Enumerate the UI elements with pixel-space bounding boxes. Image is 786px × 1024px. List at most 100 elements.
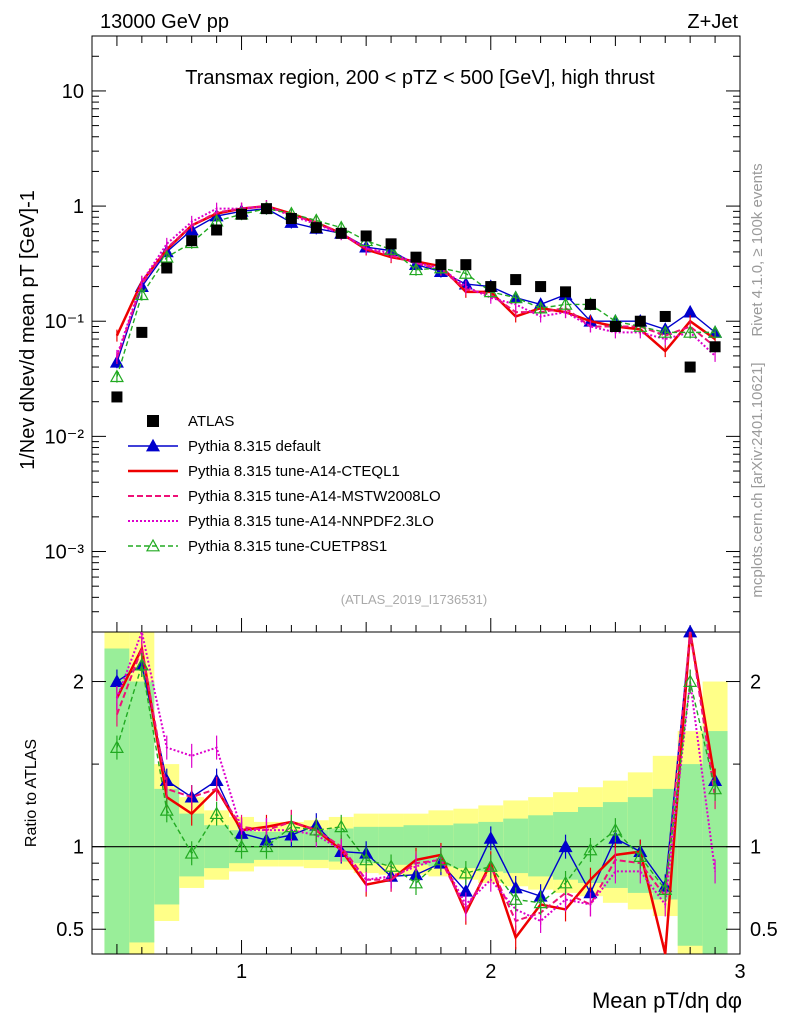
ratio-marker <box>234 839 249 853</box>
ratio-marker <box>209 806 224 820</box>
series-line <box>115 205 716 357</box>
series-marker <box>109 369 124 383</box>
data-marker-atlas <box>634 315 646 327</box>
y-tick-label: 10 <box>62 81 84 103</box>
x-tick-label: 3 <box>734 961 745 983</box>
x-axis-label: Mean pT/dη dφ <box>592 988 742 1013</box>
y-tick-label: 10⁻³ <box>45 542 85 564</box>
series-marker <box>658 325 673 338</box>
data-marker-atlas <box>435 259 447 271</box>
ratio-marker <box>259 839 274 853</box>
legend: ATLAS Pythia 8.315 default Pythia 8.315 tu… <box>128 413 441 555</box>
ratio-marker <box>533 895 548 909</box>
data-marker-atlas <box>335 227 347 239</box>
ratio-marker <box>284 819 299 833</box>
legend-marker <box>145 438 161 452</box>
series-marker <box>159 249 174 263</box>
series-marker <box>558 297 573 310</box>
main-series-layer <box>109 200 723 403</box>
series-marker <box>683 325 698 338</box>
ratio-tick-label-left: 0.5 <box>56 919 84 941</box>
chart-title: Transmax region, 200 < pTZ < 500 [GeV], … <box>185 67 655 89</box>
data-marker-atlas <box>285 213 297 225</box>
ratio-marker <box>184 846 199 859</box>
ratio-series-layer <box>109 624 723 955</box>
ratio-marker <box>458 865 473 879</box>
series-line <box>116 207 716 363</box>
data-marker-atlas <box>410 251 422 263</box>
data-marker-atlas <box>584 298 596 310</box>
data-marker-atlas <box>360 230 372 242</box>
uncertainty-band-green <box>503 818 529 874</box>
ratio-marker <box>658 882 673 896</box>
ratio-marker <box>159 803 174 816</box>
ratio-marker <box>109 740 124 753</box>
series-line <box>116 207 716 377</box>
data-marker-atlas <box>535 281 547 293</box>
ratio-marker <box>608 822 623 836</box>
uncertainty-band-green <box>129 681 155 943</box>
ratio-marker <box>134 657 149 671</box>
ratio-axis-ticks: 0.5 0.5 1 1 2 2 1 2 3 <box>56 672 778 983</box>
data-marker-atlas <box>186 235 198 247</box>
legend-label: Pythia 8.315 tune-A14-NNPDF2.3LO <box>188 513 434 530</box>
data-marker-atlas <box>684 361 696 373</box>
header-left: 13000 GeV pp <box>100 11 229 33</box>
legend-label: Pythia 8.315 default <box>188 438 321 455</box>
series-marker <box>134 287 149 301</box>
series-marker <box>408 262 424 276</box>
ratio-marker <box>483 831 498 844</box>
reference-label: (ATLAS_2019_I1736531) <box>341 592 487 607</box>
x-tick-label: 2 <box>485 961 496 983</box>
legend-label: Pythia 8.315 tune-CUETP8S1 <box>188 538 387 555</box>
series-line <box>115 205 716 359</box>
ratio-tick-label-right: 1 <box>750 837 761 859</box>
data-marker-atlas <box>709 341 721 353</box>
data-marker-atlas <box>260 203 272 215</box>
series-marker <box>533 300 548 314</box>
data-marker-atlas <box>111 391 123 403</box>
ratio-marker <box>708 781 723 795</box>
legend-label: Pythia 8.315 tune-A14-CTEQL1 <box>188 463 400 480</box>
y-axis-label: 1/Nev dNev/d mean pT [GeV]-1 <box>17 190 39 470</box>
data-marker-atlas <box>659 310 671 322</box>
data-marker-atlas <box>385 238 397 250</box>
series-marker <box>458 266 473 279</box>
ratio-marker <box>583 842 598 856</box>
y-tick-label: 10⁻¹ <box>45 311 85 333</box>
ratio-marker <box>359 852 374 866</box>
data-marker-atlas <box>310 222 322 234</box>
ratio-marker <box>408 875 424 889</box>
legend-label: ATLAS <box>188 413 234 430</box>
data-marker-atlas <box>211 224 223 236</box>
ratio-tick-label-right: 2 <box>750 672 761 694</box>
data-marker-atlas <box>560 286 572 298</box>
ratio-marker <box>633 849 648 862</box>
series-marker <box>708 325 723 338</box>
ratio-tick-label-left: 2 <box>73 672 84 694</box>
ratio-y-label: Ratio to ATLAS <box>23 739 40 847</box>
y-tick-label: 1 <box>73 196 84 218</box>
main-axis-ticks: 10 1 10⁻¹ 10⁻² 10⁻³ <box>45 35 741 633</box>
x-tick-label: 1 <box>236 961 247 983</box>
uncertainty-band-green <box>702 731 728 954</box>
y-tick-label: 10⁻² <box>45 426 85 448</box>
ratio-marker <box>508 892 523 905</box>
uncertainty-band-green <box>677 764 703 946</box>
data-marker-atlas <box>510 274 522 286</box>
ratio-tick-label-right: 0.5 <box>750 919 778 941</box>
data-marker-atlas <box>136 326 148 338</box>
ratio-marker <box>683 674 698 687</box>
ratio-marker <box>558 839 573 853</box>
data-marker-atlas <box>161 262 173 274</box>
uncertainty-band-green <box>528 815 554 877</box>
ratio-marker <box>334 819 349 833</box>
series-marker <box>508 290 523 304</box>
ratio-marker <box>384 859 399 872</box>
ratio-marker <box>558 875 573 889</box>
legend-marker <box>145 538 161 552</box>
ratio-marker <box>309 822 324 836</box>
data-marker-atlas <box>236 208 248 220</box>
ratio-tick-label-left: 1 <box>73 837 84 859</box>
legend-marker-atlas <box>147 415 159 427</box>
